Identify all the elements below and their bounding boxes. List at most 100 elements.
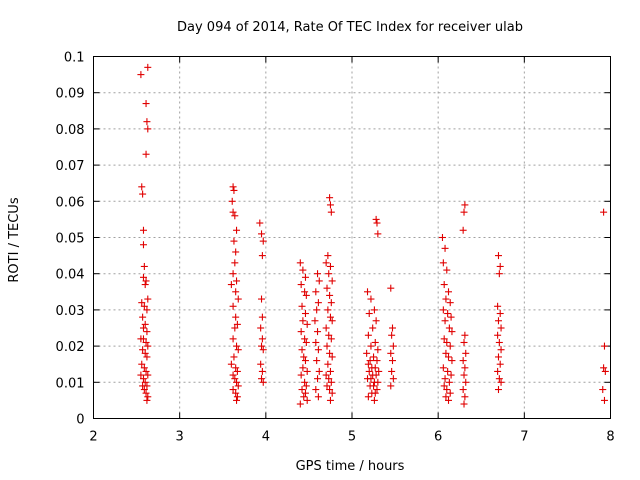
data-point-marker xyxy=(462,379,469,386)
data-point-marker xyxy=(312,339,319,346)
data-point-marker xyxy=(326,292,333,299)
data-point-marker xyxy=(315,299,322,306)
data-point-marker xyxy=(299,346,306,353)
data-point-marker xyxy=(327,397,334,404)
data-point-marker xyxy=(389,325,396,332)
data-point-marker xyxy=(259,335,266,342)
y-tick-label: 0.05 xyxy=(56,232,85,247)
data-point-marker xyxy=(257,325,264,332)
data-point-marker xyxy=(323,259,330,266)
data-point-marker xyxy=(461,332,468,339)
data-point-marker xyxy=(143,397,150,404)
data-point-marker xyxy=(372,339,379,346)
data-point-marker xyxy=(142,281,149,288)
data-point-marker xyxy=(141,263,148,270)
data-point-marker xyxy=(233,277,240,284)
y-tick-label: 0.04 xyxy=(56,268,85,283)
data-point-marker xyxy=(143,390,150,397)
data-point-marker xyxy=(299,386,306,393)
y-tick-label: 0.06 xyxy=(56,195,85,210)
data-point-marker xyxy=(301,335,308,342)
data-point-marker xyxy=(371,306,378,313)
data-point-marker xyxy=(235,346,242,353)
data-point-marker xyxy=(300,393,307,400)
data-point-marker xyxy=(324,285,331,292)
data-point-marker xyxy=(234,393,241,400)
data-point-marker xyxy=(494,332,501,339)
data-point-marker xyxy=(447,343,454,350)
data-point-marker xyxy=(601,343,608,350)
data-point-marker xyxy=(372,364,379,371)
x-tick-label: 3 xyxy=(176,430,184,445)
data-point-marker xyxy=(230,187,237,194)
data-point-marker xyxy=(299,317,306,324)
data-point-marker xyxy=(324,306,331,313)
data-point-marker xyxy=(444,368,451,375)
data-point-marker xyxy=(144,393,151,400)
data-point-marker xyxy=(329,277,336,284)
data-point-marker xyxy=(494,368,501,375)
data-point-marker xyxy=(260,379,267,386)
data-point-marker xyxy=(447,390,454,397)
data-point-marker xyxy=(444,310,451,317)
data-point-marker xyxy=(230,270,237,277)
data-point-marker xyxy=(324,343,331,350)
data-point-marker xyxy=(374,230,381,237)
data-point-marker xyxy=(228,281,235,288)
data-point-marker xyxy=(373,357,380,364)
y-tick-label: 0.07 xyxy=(56,159,85,174)
data-point-marker xyxy=(312,288,319,295)
data-point-marker xyxy=(497,310,504,317)
data-point-marker xyxy=(442,317,449,324)
data-point-marker xyxy=(324,361,331,368)
data-point-marker xyxy=(373,216,380,223)
data-point-marker xyxy=(448,372,455,379)
data-point-marker xyxy=(497,263,504,270)
data-point-marker xyxy=(302,357,309,364)
data-point-marker xyxy=(440,259,447,266)
data-point-marker xyxy=(144,64,151,71)
data-point-marker xyxy=(373,317,380,324)
data-point-marker xyxy=(327,263,334,270)
data-point-marker xyxy=(498,325,505,332)
x-tick-label: 4 xyxy=(262,430,270,445)
data-point-marker xyxy=(143,328,150,335)
data-point-marker xyxy=(256,220,263,227)
data-point-marker xyxy=(497,361,504,368)
data-point-marker xyxy=(233,379,240,386)
data-point-marker xyxy=(461,339,468,346)
y-tick-label: 0.02 xyxy=(56,340,85,355)
data-point-marker xyxy=(231,375,238,382)
data-point-marker xyxy=(374,346,381,353)
data-point-marker xyxy=(298,372,305,379)
data-point-marker xyxy=(327,368,334,375)
data-point-marker xyxy=(496,270,503,277)
data-point-marker xyxy=(439,234,446,241)
data-point-marker xyxy=(601,397,608,404)
data-point-marker xyxy=(599,386,606,393)
data-point-marker xyxy=(461,393,468,400)
data-point-marker xyxy=(230,372,237,379)
data-point-marker xyxy=(314,375,321,382)
data-point-marker xyxy=(373,386,380,393)
data-point-marker xyxy=(315,393,322,400)
data-point-marker xyxy=(600,364,607,371)
data-point-marker xyxy=(139,191,146,198)
data-point-marker xyxy=(304,321,311,328)
data-point-marker xyxy=(390,375,397,382)
data-point-marker xyxy=(388,368,395,375)
data-point-marker xyxy=(442,245,449,252)
data-point-marker xyxy=(370,353,377,360)
data-point-marker xyxy=(303,382,310,389)
data-point-marker xyxy=(233,397,240,404)
data-point-marker xyxy=(144,125,151,132)
y-tick-label: 0.1 xyxy=(64,51,85,66)
data-point-marker xyxy=(232,288,239,295)
data-point-marker xyxy=(445,288,452,295)
data-point-marker xyxy=(363,350,370,357)
data-point-marker xyxy=(301,288,308,295)
data-point-marker xyxy=(441,281,448,288)
data-point-marker xyxy=(316,368,323,375)
data-point-marker xyxy=(496,375,503,382)
data-point-marker xyxy=(298,328,305,335)
